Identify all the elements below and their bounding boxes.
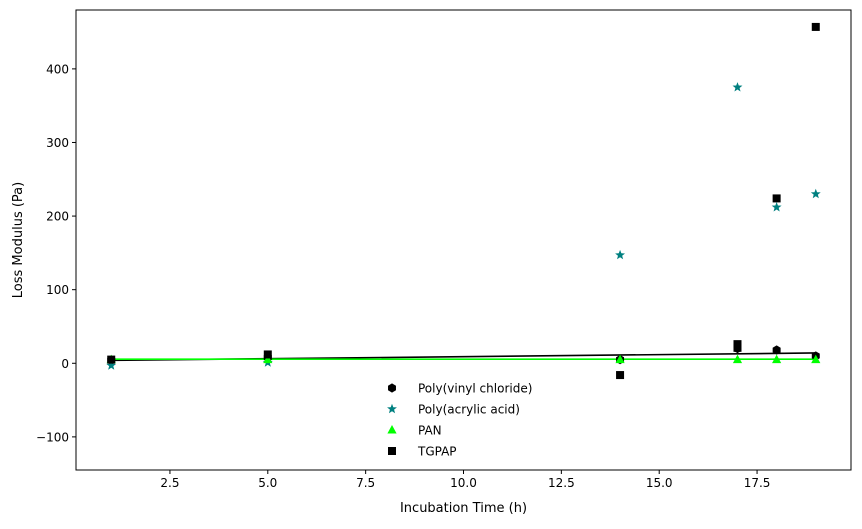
y-axis-label: Loss Modulus (Pa) [11,182,26,298]
x-tick-label: 17.5 [744,476,771,490]
legend-item-poly-acrylic-acid: Poly(acrylic acid) [387,403,520,417]
x-tick-label: 10.0 [450,476,477,490]
data-point [772,345,781,355]
data-point [771,202,782,212]
legend: Poly(vinyl chloride) Poly(acrylic acid) PA… [387,382,532,459]
data-point [772,354,782,364]
series-tgpap [107,22,820,380]
data-point [732,82,743,92]
x-tick-label: 7.5 [356,476,375,490]
data-points [106,22,821,380]
data-point [811,354,821,364]
y-tick-label: 200 [46,210,69,224]
y-tick-label: −100 [36,430,69,444]
x-tick-label: 12.5 [548,476,575,490]
data-point [772,194,781,203]
x-tick-label: 15.0 [646,476,673,490]
y-tick-label: 100 [46,283,69,297]
y-tick-label: 300 [46,136,69,150]
legend-item-pan: PAN [387,424,442,438]
legend-label: PAN [418,424,442,438]
y-tick-label: 400 [46,62,69,76]
data-point [615,249,626,260]
legend-label: TGPAP [417,445,457,459]
data-point [810,188,821,199]
data-point [616,371,625,380]
data-point [811,22,820,31]
legend-item-poly-vinyl-chloride: Poly(vinyl chloride) [388,382,532,396]
legend-marker [388,447,396,455]
legend-marker [387,403,397,414]
legend-label: Poly(acrylic acid) [418,403,520,417]
data-point [615,354,625,364]
data-point [733,343,742,352]
series-poly-acrylic-acid [106,82,821,370]
x-axis-ticks: 2.5 5.0 7.5 10.0 12.5 15.0 17.5 [160,470,770,490]
legend-marker [388,383,396,393]
data-point [263,354,273,364]
legend-item-tgpap: TGPAP [388,445,457,459]
legend-label: Poly(vinyl chloride) [418,382,532,396]
y-tick-label: 0 [61,357,69,371]
plot-frame [75,9,852,471]
data-point [732,354,743,364]
legend-marker [387,425,397,434]
data-point [107,355,116,364]
x-axis-label: Incubation Time (h) [400,501,527,516]
x-tick-label: 2.5 [160,476,179,490]
x-tick-label: 5.0 [258,476,277,490]
data-point [106,360,117,370]
data-point [263,350,272,359]
fit-lines [111,352,816,362]
y-axis-ticks: −100 0 100 200 300 400 [36,62,76,444]
